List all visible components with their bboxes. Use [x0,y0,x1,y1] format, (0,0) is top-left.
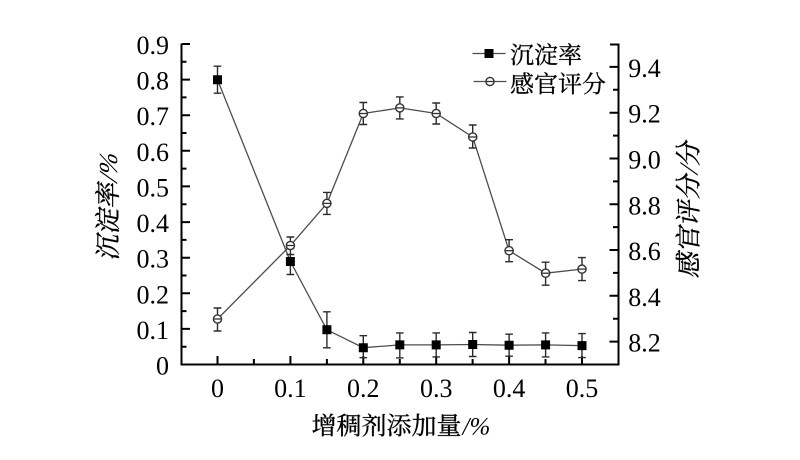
svg-text:0.1: 0.1 [137,316,170,345]
svg-text:0.8: 0.8 [137,67,170,96]
svg-text:9.2: 9.2 [628,100,661,129]
svg-text:9.4: 9.4 [628,54,661,83]
svg-text:8.4: 8.4 [628,283,661,312]
svg-text:0.5: 0.5 [137,173,170,202]
svg-text:0.3: 0.3 [137,245,170,274]
svg-text:0: 0 [156,352,169,381]
svg-text:0: 0 [211,374,224,403]
svg-text:8.6: 8.6 [628,237,661,266]
svg-text:8.2: 8.2 [628,329,661,358]
svg-text:/%: /% [94,150,123,186]
svg-text:0.4: 0.4 [137,209,170,238]
svg-text:0.2: 0.2 [347,374,380,403]
svg-text:0.9: 0.9 [137,31,170,60]
svg-text:0.2: 0.2 [137,280,170,309]
svg-text:0.6: 0.6 [137,138,170,167]
svg-text:9.0: 9.0 [628,146,661,175]
svg-text:8.8: 8.8 [628,191,661,220]
svg-text:0.4: 0.4 [493,374,526,403]
svg-text:/%: /% [461,414,491,441]
svg-text:0.7: 0.7 [137,102,170,131]
svg-text:0.3: 0.3 [420,374,453,403]
svg-text:0.1: 0.1 [274,374,307,403]
svg-text:0.5: 0.5 [566,374,599,403]
